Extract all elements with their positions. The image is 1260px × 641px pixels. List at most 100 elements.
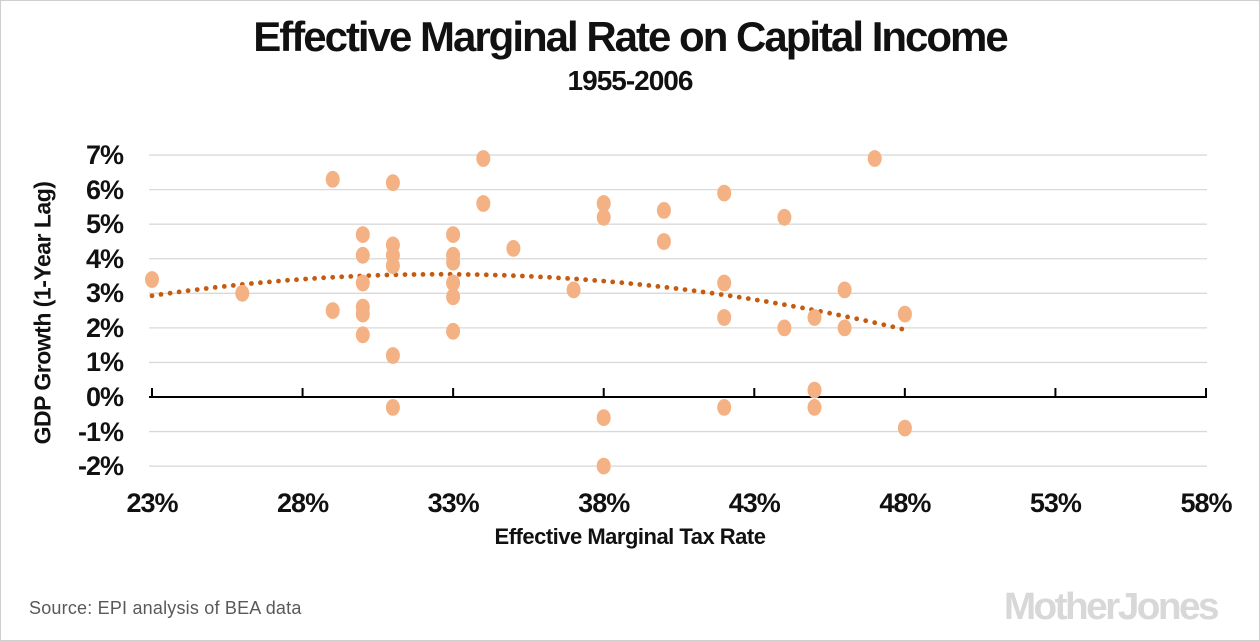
trend-dot bbox=[294, 277, 299, 283]
scatter-point bbox=[656, 202, 671, 219]
trend-dot bbox=[881, 322, 887, 328]
trend-dot bbox=[718, 292, 724, 297]
scatter-point bbox=[777, 208, 792, 226]
y-tick-label: 2% bbox=[85, 312, 124, 343]
scatter-point bbox=[867, 150, 882, 167]
scatter-points bbox=[145, 150, 912, 475]
y-tick-label: -1% bbox=[77, 416, 124, 447]
scatter-point bbox=[807, 381, 822, 399]
trend-dot bbox=[185, 288, 191, 294]
y-tick-label: 4% bbox=[85, 243, 124, 274]
trend-dot bbox=[800, 305, 805, 311]
trend-dot bbox=[637, 282, 643, 287]
trend-dot bbox=[456, 272, 462, 277]
scatter-point bbox=[355, 226, 370, 244]
trend-dot bbox=[249, 281, 254, 286]
scatter-point bbox=[325, 302, 340, 319]
scatter-point bbox=[837, 319, 852, 337]
trend-dot bbox=[583, 277, 588, 283]
y-tick-label: 3% bbox=[85, 278, 124, 309]
trend-dot bbox=[836, 312, 841, 318]
trend-dot bbox=[167, 290, 173, 296]
x-tick-label: 23% bbox=[126, 488, 178, 518]
trend-dot bbox=[411, 272, 417, 277]
scatter-point bbox=[355, 326, 370, 344]
trend-dot bbox=[149, 293, 155, 299]
trend-dot bbox=[366, 273, 372, 278]
trend-dot bbox=[619, 280, 625, 286]
scatter-point bbox=[446, 322, 461, 340]
trend-dot bbox=[556, 275, 561, 281]
trend-dot bbox=[655, 284, 661, 289]
scatter-point bbox=[446, 226, 461, 244]
scatter-point bbox=[596, 208, 611, 226]
trend-dot bbox=[863, 318, 869, 324]
scatter-point bbox=[897, 305, 912, 323]
trend-dot bbox=[691, 288, 697, 294]
y-tick-label: 7% bbox=[85, 140, 124, 171]
trend-dot bbox=[501, 272, 507, 278]
scatter-point bbox=[385, 174, 400, 192]
trend-dot bbox=[827, 310, 832, 316]
scatter-point bbox=[385, 257, 400, 275]
scatter-point bbox=[325, 170, 340, 188]
trend-dot bbox=[267, 279, 272, 285]
trend-dot bbox=[773, 300, 778, 306]
trend-dot bbox=[375, 272, 381, 278]
trend-dot bbox=[700, 289, 706, 295]
trend-dot bbox=[628, 281, 634, 286]
trend-dot bbox=[474, 272, 480, 277]
scatter-point bbox=[355, 305, 370, 323]
scatter-point bbox=[446, 288, 461, 306]
scatter-point bbox=[717, 274, 732, 292]
trend-dot bbox=[438, 271, 444, 277]
trend-dot bbox=[402, 272, 408, 277]
trend-dot bbox=[538, 274, 543, 280]
trend-dot bbox=[763, 299, 769, 304]
scatter-point bbox=[355, 246, 370, 264]
trend-dot bbox=[330, 274, 336, 280]
x-axis-line bbox=[149, 388, 1207, 398]
scatter-point bbox=[596, 195, 611, 212]
scatter-point bbox=[355, 274, 370, 292]
scatter-point bbox=[446, 274, 461, 292]
trend-dot bbox=[465, 272, 471, 277]
scatter-point bbox=[235, 284, 250, 302]
trend-dot bbox=[682, 287, 688, 292]
trend-dot bbox=[709, 290, 715, 296]
scatter-point bbox=[566, 281, 581, 299]
trend-dot bbox=[745, 296, 751, 301]
scatter-point bbox=[717, 399, 732, 416]
trend-dot bbox=[754, 297, 760, 303]
trend-dot bbox=[158, 292, 164, 297]
trend-dot bbox=[384, 272, 390, 278]
trend-dot bbox=[348, 274, 354, 279]
trend-dot bbox=[845, 314, 850, 320]
trend-dot bbox=[285, 277, 290, 283]
trend-dot bbox=[601, 278, 607, 284]
chart-title: Effective Marginal Rate on Capital Incom… bbox=[253, 13, 1009, 60]
trend-dot bbox=[429, 271, 435, 277]
scatter-point bbox=[476, 150, 491, 167]
trend-dot bbox=[899, 326, 905, 332]
scatter-point bbox=[717, 309, 732, 326]
trend-dot bbox=[258, 280, 263, 286]
y-tick-label: 6% bbox=[85, 174, 124, 205]
y-tick-label: 1% bbox=[85, 347, 124, 378]
scatter-point bbox=[656, 233, 671, 250]
scatter-point bbox=[145, 271, 159, 288]
x-tick-label: 33% bbox=[427, 488, 480, 518]
trend-dot bbox=[203, 286, 209, 291]
trend-dot bbox=[872, 320, 878, 326]
chart-subtitle: 1955-2006 bbox=[567, 65, 694, 96]
scatter-point bbox=[476, 195, 491, 212]
gridlines bbox=[149, 154, 1207, 467]
trend-dot bbox=[610, 279, 616, 285]
trend-dot bbox=[230, 283, 236, 288]
x-tick-label: 38% bbox=[578, 488, 630, 518]
trend-dot bbox=[565, 276, 570, 281]
x-tick-label: 48% bbox=[879, 488, 931, 518]
trend-dot bbox=[276, 278, 281, 284]
